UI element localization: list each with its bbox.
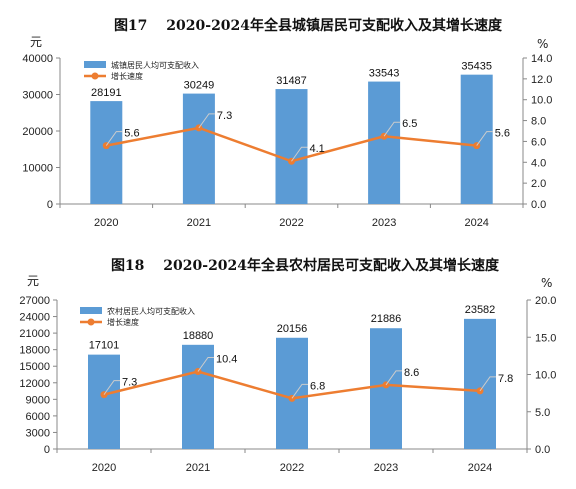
right-tick-label: 20.0 (535, 295, 556, 307)
right-tick-label: 10.0 (531, 95, 552, 107)
bar (88, 354, 120, 449)
left-tick-label: 40000 (22, 53, 53, 65)
leader-line (197, 357, 214, 372)
legend-bar-swatch (80, 307, 102, 314)
legend-line-marker (87, 318, 95, 326)
right-tick-label: 0.0 (535, 444, 550, 456)
bar (460, 74, 493, 204)
right-tick-label: 6.0 (531, 136, 546, 148)
bar-data-label: 17101 (89, 340, 120, 352)
leader-line (291, 146, 308, 162)
left-tick-label: 21000 (19, 328, 50, 340)
bar-data-label: 28191 (91, 87, 122, 99)
leader-line (103, 380, 120, 395)
bar-data-label: 21886 (371, 313, 402, 325)
leader-line (198, 113, 215, 129)
chart-title: 图17 2020-2024年全县城镇居民可支配收入及其增长速度 (114, 17, 503, 34)
bar (276, 337, 308, 449)
leader-line (383, 121, 401, 137)
bar (464, 318, 496, 449)
leader-line (476, 131, 493, 146)
legend-bar-swatch (84, 61, 106, 68)
leader-line (291, 383, 308, 399)
bar-data-label: 23582 (465, 304, 496, 316)
left-axis-unit: 元 (30, 35, 42, 49)
legend-line-marker (91, 72, 99, 80)
bar (275, 89, 308, 204)
leader-line (385, 370, 402, 386)
line-data-label: 10.4 (216, 354, 237, 366)
left-tick-label: 10000 (22, 163, 53, 175)
right-tick-label: 15.0 (535, 332, 556, 344)
right-tick-label: 8.0 (531, 116, 546, 128)
bar-data-label: 18880 (183, 330, 214, 342)
line-data-label: 4.1 (310, 143, 325, 155)
bar-data-label: 33543 (369, 68, 400, 80)
left-tick-label: 0 (47, 199, 53, 211)
x-tick-label: 2020 (92, 462, 116, 474)
bar-data-label: 31487 (276, 75, 307, 87)
bar (370, 328, 402, 449)
left-tick-label: 3000 (26, 427, 50, 439)
x-tick-label: 2023 (372, 217, 396, 229)
line-data-label: 8.6 (404, 367, 419, 379)
x-tick-label: 2022 (280, 462, 304, 474)
legend-line-label: 增长速度 (107, 317, 139, 327)
right-axis-unit: % (541, 276, 552, 290)
right-tick-label: 10.0 (535, 370, 556, 382)
right-tick-label: 2.0 (531, 178, 546, 190)
line-data-label: 7.8 (498, 373, 513, 385)
left-tick-label: 24000 (19, 312, 50, 324)
left-tick-label: 27000 (19, 295, 50, 307)
bar (368, 81, 401, 204)
left-tick-label: 18000 (19, 345, 50, 357)
line-data-label: 6.8 (310, 380, 325, 392)
x-tick-label: 2020 (94, 217, 118, 229)
leader-line (105, 131, 123, 146)
x-tick-label: 2021 (187, 217, 211, 229)
left-tick-label: 20000 (22, 126, 53, 138)
left-axis-unit: 元 (27, 274, 39, 288)
bar-data-label: 20156 (277, 323, 308, 335)
bar-data-label: 35435 (461, 61, 492, 73)
chart-title: 图18 2020-2024年全县农村居民可支配收入及其增长速度 (111, 257, 500, 274)
left-tick-label: 30000 (22, 90, 53, 102)
left-tick-label: 6000 (26, 411, 50, 423)
right-tick-label: 5.0 (535, 407, 550, 419)
left-tick-label: 15000 (19, 361, 50, 373)
bar (182, 344, 214, 449)
leader-line (479, 376, 496, 392)
left-tick-label: 0 (44, 444, 50, 456)
line-data-label: 7.3 (122, 377, 137, 389)
x-tick-label: 2022 (279, 217, 303, 229)
x-tick-label: 2024 (464, 217, 488, 229)
line-data-label: 7.3 (217, 110, 232, 122)
left-tick-label: 12000 (19, 378, 50, 390)
line-data-label: 5.6 (495, 128, 510, 140)
bar (182, 93, 215, 204)
x-tick-label: 2021 (186, 462, 210, 474)
right-tick-label: 14.0 (531, 53, 552, 65)
left-tick-label: 9000 (26, 394, 50, 406)
right-tick-label: 12.0 (531, 74, 552, 86)
x-tick-label: 2023 (374, 462, 398, 474)
right-axis-unit: % (537, 37, 548, 51)
legend-bar-label: 农村居民人均可支配收入 (107, 306, 195, 316)
x-tick-label: 2024 (468, 462, 492, 474)
legend-line-label: 增长速度 (111, 71, 143, 81)
legend-bar-label: 城镇居民人均可支配收入 (111, 60, 199, 70)
line-data-label: 6.5 (402, 118, 417, 130)
bar-data-label: 30249 (184, 80, 215, 92)
line-data-label: 5.6 (124, 128, 139, 140)
bar (90, 101, 123, 204)
right-tick-label: 4.0 (531, 157, 546, 169)
right-tick-label: 0.0 (531, 199, 546, 211)
